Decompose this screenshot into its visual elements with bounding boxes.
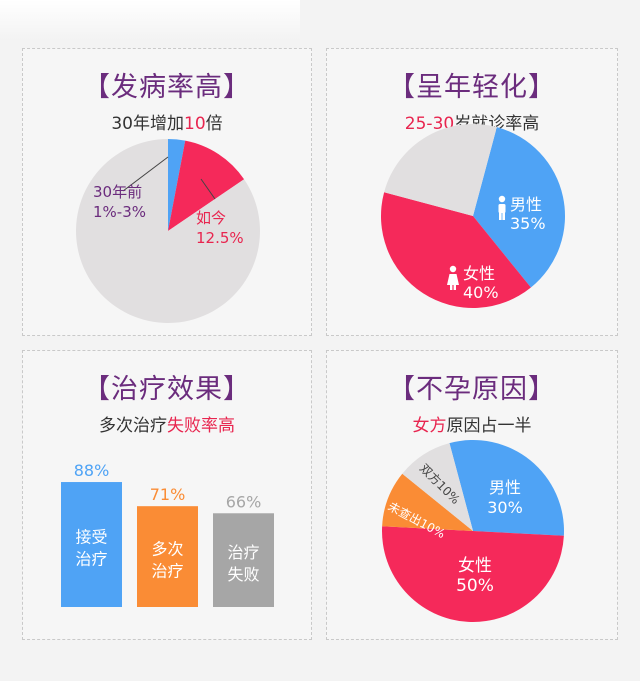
panel-title: 【治疗效果】: [83, 374, 251, 405]
panel-title: 【不孕原因】: [388, 374, 556, 405]
background-decoration: [0, 0, 300, 40]
panel-infertility-causes: 【不孕原因】 女方原因占一半 男性 30% 女性 50% 未查出10% 双方10%: [326, 350, 618, 640]
slice-label: 男性: [510, 195, 542, 214]
panel-treatment: 【治疗效果】 多次治疗失败率高 88% 接受 治疗 71% 多次 治疗 66% 治疗 失败: [22, 350, 312, 640]
slice-label: 女性: [458, 556, 492, 576]
male-icon: [498, 195, 506, 220]
leader-line: [200, 178, 216, 200]
panel-title: 【发病率高】: [83, 72, 251, 103]
bar: [137, 506, 198, 607]
slice-label: 男性: [489, 478, 521, 497]
bar-category-label: 失败: [227, 565, 259, 584]
slice-value-label: 1%-3%: [93, 203, 146, 221]
bar-category-label: 治疗: [151, 562, 183, 581]
bar-category-label: 治疗: [227, 543, 259, 562]
bar-category-label: 治疗: [75, 550, 107, 569]
pie-slice: [382, 473, 473, 531]
pie-slice: [380, 192, 531, 309]
pie-slice: [402, 443, 473, 531]
bar: [61, 482, 122, 607]
pie-slice: [168, 139, 186, 231]
bar-value-label: 88%: [74, 461, 110, 480]
panel-title: 【呈年轻化】: [388, 72, 556, 103]
bar-category-label: 多次: [151, 540, 183, 559]
panel-younger: 【呈年轻化】 25-30岁就诊率高 男性 35% 女性 40%: [326, 48, 618, 336]
pie-slice: [75, 138, 260, 323]
leader-line: [122, 156, 169, 192]
panel-subtitle: 30年增加10倍: [111, 114, 223, 134]
bar-value-label: 71%: [150, 485, 186, 504]
incidence-pie-chart: 30年前 1%-3% 如今 12.5%: [75, 138, 260, 323]
slice-label: 30年前: [93, 183, 142, 201]
bar-value-label: 66%: [226, 492, 262, 511]
female-icon: [447, 265, 459, 290]
panel-subtitle: 女方原因占一半: [412, 416, 532, 436]
slice-value-label: 40%: [463, 283, 499, 302]
pie-slice: [449, 439, 565, 536]
bar: [213, 513, 274, 607]
slice-value-label: 30%: [487, 498, 523, 517]
slice-label: 如今: [196, 209, 226, 227]
bar-category-label: 接受: [75, 528, 107, 547]
slice-value-label: 50%: [456, 576, 494, 596]
panel-subtitle: 多次治疗失败率高: [99, 416, 235, 436]
slice-value-label: 35%: [510, 214, 546, 233]
pie-slice: [381, 526, 564, 623]
pie-slice: [473, 127, 566, 288]
panel-incidence: 【发病率高】 30年增加10倍 30年前 1%-3% 如今 12.5%: [22, 48, 312, 336]
pie-slice: [384, 123, 497, 216]
slice-value-label: 12.5%: [196, 229, 244, 247]
slice-label: 女性: [463, 264, 495, 283]
